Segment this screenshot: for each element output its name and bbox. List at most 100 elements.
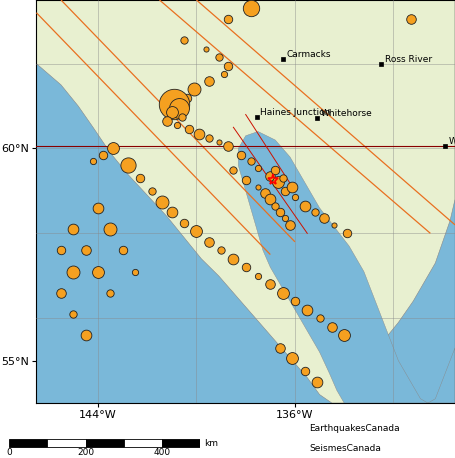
Point bbox=[173, 121, 180, 129]
Point bbox=[321, 215, 328, 222]
Point bbox=[124, 162, 131, 169]
Point bbox=[57, 247, 65, 254]
Point bbox=[303, 306, 311, 313]
Point bbox=[215, 54, 222, 61]
Point bbox=[247, 158, 254, 165]
Bar bbox=[9, 439, 47, 447]
Point bbox=[230, 255, 237, 262]
Text: Wats: Wats bbox=[449, 137, 455, 146]
Point bbox=[217, 247, 225, 254]
Point bbox=[225, 143, 232, 150]
Point bbox=[220, 71, 227, 78]
Point bbox=[89, 158, 96, 165]
Point bbox=[301, 368, 308, 375]
Point bbox=[158, 198, 166, 205]
Point bbox=[57, 289, 65, 296]
Point bbox=[70, 225, 77, 233]
Point bbox=[254, 183, 262, 191]
Point bbox=[82, 332, 89, 339]
Point bbox=[230, 166, 237, 174]
Point bbox=[106, 225, 114, 233]
Point bbox=[242, 264, 249, 271]
Text: 200: 200 bbox=[77, 448, 94, 457]
Point bbox=[272, 202, 279, 209]
Point bbox=[313, 378, 321, 386]
Bar bbox=[47, 439, 86, 447]
Point bbox=[316, 315, 323, 322]
Point bbox=[331, 221, 338, 229]
Point bbox=[277, 208, 284, 216]
Point bbox=[205, 238, 212, 245]
Point bbox=[186, 126, 193, 133]
Point bbox=[407, 16, 415, 23]
Point bbox=[106, 289, 114, 296]
Point bbox=[178, 113, 185, 120]
Point bbox=[267, 172, 274, 180]
Point bbox=[225, 16, 232, 23]
Text: 0: 0 bbox=[6, 448, 12, 457]
Text: Carmacks: Carmacks bbox=[286, 50, 331, 59]
Point bbox=[99, 151, 106, 158]
Polygon shape bbox=[36, 0, 455, 403]
Point bbox=[289, 355, 296, 362]
Point bbox=[205, 134, 212, 142]
Point bbox=[237, 151, 244, 158]
Point bbox=[254, 272, 262, 279]
Point bbox=[279, 174, 286, 182]
Text: SeismesCanada: SeismesCanada bbox=[309, 444, 381, 453]
Point bbox=[279, 289, 286, 296]
Text: 400: 400 bbox=[153, 448, 171, 457]
Point bbox=[262, 189, 269, 196]
Bar bbox=[86, 439, 124, 447]
Point bbox=[311, 208, 318, 216]
Point bbox=[272, 166, 279, 174]
Point bbox=[163, 117, 171, 125]
Text: Haines Junction: Haines Junction bbox=[260, 108, 331, 116]
Point bbox=[171, 100, 178, 108]
Point bbox=[94, 268, 101, 275]
Point bbox=[291, 298, 298, 305]
Point bbox=[181, 37, 188, 44]
Point bbox=[183, 94, 190, 101]
Polygon shape bbox=[238, 131, 455, 403]
Text: km: km bbox=[204, 439, 218, 447]
Point bbox=[343, 229, 350, 237]
Point bbox=[291, 194, 298, 201]
Point bbox=[254, 164, 262, 171]
Point bbox=[328, 323, 335, 330]
Point bbox=[289, 183, 296, 191]
Point bbox=[168, 208, 176, 216]
Point bbox=[176, 104, 183, 112]
Point bbox=[277, 344, 284, 352]
Point bbox=[70, 310, 77, 317]
Point bbox=[94, 204, 101, 212]
Point bbox=[247, 5, 254, 12]
Bar bbox=[162, 439, 200, 447]
Point bbox=[286, 221, 293, 229]
Point bbox=[205, 77, 212, 84]
Text: Whitehorse: Whitehorse bbox=[321, 109, 373, 118]
Point bbox=[181, 219, 188, 226]
Bar bbox=[124, 439, 162, 447]
Point bbox=[215, 138, 222, 146]
Point bbox=[195, 130, 202, 137]
Text: Ross River: Ross River bbox=[385, 55, 432, 65]
Point bbox=[282, 187, 289, 195]
Point bbox=[340, 332, 348, 339]
Point bbox=[225, 62, 232, 70]
Point bbox=[131, 268, 138, 275]
Point bbox=[301, 202, 308, 209]
Point bbox=[242, 177, 249, 184]
Point bbox=[82, 247, 89, 254]
Point bbox=[267, 281, 274, 288]
Point bbox=[190, 86, 197, 93]
Point bbox=[267, 196, 274, 203]
Point bbox=[274, 179, 281, 186]
Point bbox=[119, 247, 126, 254]
Point bbox=[70, 268, 77, 275]
Point bbox=[193, 228, 200, 235]
Text: EarthquakesCanada: EarthquakesCanada bbox=[309, 424, 400, 433]
Point bbox=[168, 109, 176, 116]
Point bbox=[109, 145, 116, 152]
Point bbox=[136, 174, 143, 182]
